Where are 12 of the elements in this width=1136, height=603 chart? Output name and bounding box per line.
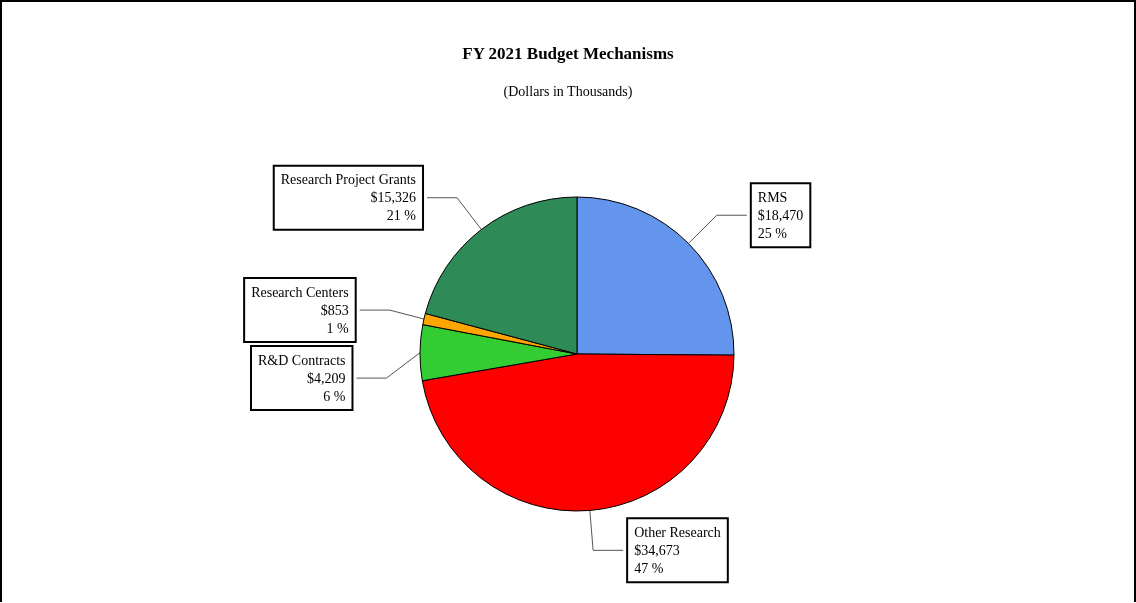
slice-label: Other Research xyxy=(634,524,721,540)
chart-subtitle: (Dollars in Thousands) xyxy=(503,83,633,100)
data-label: $34,673 47 % xyxy=(634,542,680,576)
slice-label: Research Project Grants xyxy=(280,172,417,188)
chart-title: FY 2021 Budget Mechanisms xyxy=(462,44,675,63)
slice-label: RMS xyxy=(757,189,788,205)
slice-label: R&D Contracts xyxy=(257,352,346,368)
data-label: $15,326 21 % xyxy=(370,190,417,224)
data-label: $853 1 % xyxy=(320,302,350,336)
slice-label: Research Centers xyxy=(251,284,349,300)
data-label: $18,470 25 % xyxy=(757,207,804,241)
data-label: $4,209 6 % xyxy=(306,370,346,404)
